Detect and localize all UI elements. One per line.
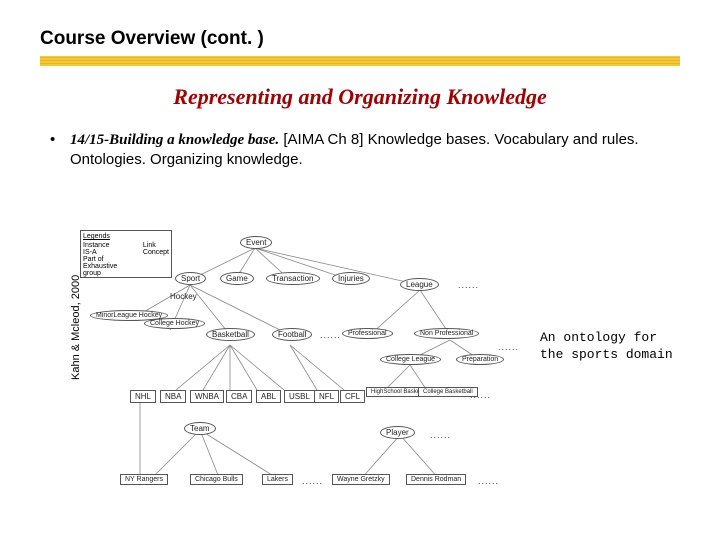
node-game: Game (220, 272, 254, 285)
node-team: Team (184, 422, 216, 435)
legend-item: Instance (83, 242, 137, 249)
legend-item: Link (143, 242, 169, 249)
node-nfl: NFL (314, 390, 339, 403)
node-football: Football (272, 328, 312, 341)
slide-title: Course Overview (cont. ) (40, 28, 720, 50)
node-collegebball: College Basketball (418, 386, 478, 397)
node-nhl: NHL (130, 390, 156, 403)
subtitle-area: Representing and Organizing Knowledge (0, 84, 720, 110)
node-event: Event (240, 236, 272, 249)
node-abl: ABL (256, 390, 281, 403)
legend-item: Exhaustive group (83, 263, 137, 277)
node-nba: NBA (160, 390, 186, 403)
node-wnba: WNBA (190, 390, 224, 403)
node-basketball: Basketball (206, 328, 255, 341)
bullet-ref: [AIMA Ch 8] (283, 131, 363, 148)
bullet-mark: • (50, 130, 70, 171)
ontology-diagram: Legends Instance IS-A Part of Exhaustive… (80, 230, 520, 510)
node-collegehockey: College Hockey (144, 318, 205, 329)
node-professional: Professional (342, 328, 393, 339)
node-injuries: Injuries (332, 272, 370, 285)
node-hockey-label: Hockey (170, 292, 197, 301)
dots: ...... (470, 390, 491, 400)
node-preparation: Preparation (456, 354, 504, 365)
legend-item: Concept (143, 249, 169, 256)
bullet-lead: 14/15-Building a knowledge base. (70, 132, 279, 148)
dots: ...... (478, 476, 499, 486)
node-gretzky: Wayne Gretzky (332, 474, 390, 485)
dots: ...... (302, 476, 323, 486)
node-nonpro: Non Professional (414, 328, 479, 339)
node-cfl: CFL (340, 390, 365, 403)
callout-text: An ontology for the sports domain (540, 330, 680, 364)
node-usfl: USBL (284, 390, 315, 403)
node-rodman: Dennis Rodman (406, 474, 466, 485)
dots: ...... (458, 280, 479, 290)
dots: ...... (498, 342, 519, 352)
node-cba: CBA (226, 390, 252, 403)
dots: ...... (320, 330, 341, 340)
node-league: League (400, 278, 439, 291)
legend-item: Part of (83, 256, 137, 263)
title-area: Course Overview (cont. ) (0, 0, 720, 50)
dots: ...... (430, 430, 451, 440)
bullet-rest1: Knowledge (368, 131, 442, 148)
accent-bar (40, 56, 680, 66)
legend-title: Legends (83, 233, 169, 240)
subtitle-text: Representing and Organizing Knowledge (173, 84, 546, 109)
node-player: Player (380, 426, 415, 439)
node-nyrangers: NY Rangers (120, 474, 168, 485)
bullet-block: • 14/15-Building a knowledge base. [AIMA… (50, 130, 670, 171)
node-collegeleague: College League (380, 354, 441, 365)
node-chicagobulls: Chicago Bulls (190, 474, 243, 485)
legend-box: Legends Instance IS-A Part of Exhaustive… (80, 230, 172, 278)
node-sport: Sport (175, 272, 206, 285)
node-lakers: Lakers (262, 474, 293, 485)
bullet-content: 14/15-Building a knowledge base. [AIMA C… (70, 130, 670, 171)
legend-item: IS-A (83, 249, 137, 256)
node-transaction: Transaction (266, 272, 320, 285)
